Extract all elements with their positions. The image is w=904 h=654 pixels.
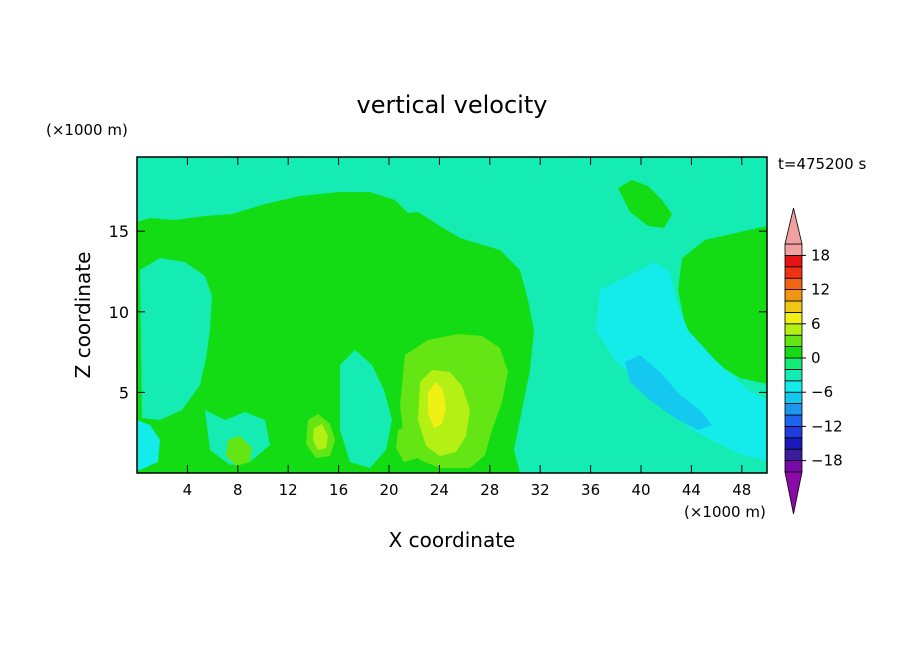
field-negative-mid bbox=[340, 350, 392, 468]
y-unit-label: (×1000 m) bbox=[46, 121, 128, 139]
colorbar-swatch bbox=[784, 448, 803, 462]
colorbar-swatch bbox=[784, 391, 803, 405]
colorbar-swatch bbox=[784, 460, 803, 473]
colorbar-label: 6 bbox=[811, 315, 821, 333]
x-tick-label: 4 bbox=[183, 481, 193, 499]
colorbar-swatch bbox=[784, 334, 803, 348]
x-tick-label: 44 bbox=[682, 481, 701, 499]
field-negative-left bbox=[140, 258, 212, 420]
field-upper-right-patch bbox=[618, 180, 672, 228]
x-tick-label: 36 bbox=[581, 481, 600, 499]
colorbar-under-arrow bbox=[784, 471, 803, 515]
colorbar-swatch bbox=[784, 380, 803, 393]
field-updraft-core bbox=[428, 382, 446, 428]
x-unit-label: (×1000 m) bbox=[684, 503, 766, 521]
colorbar-swatch bbox=[784, 300, 803, 313]
chart-title: vertical velocity bbox=[357, 91, 548, 119]
colorbar-swatch bbox=[784, 289, 803, 302]
field-small-cell-14-core bbox=[313, 424, 328, 450]
colorbar-label: 18 bbox=[811, 246, 830, 264]
colorbar-swatch bbox=[784, 266, 803, 279]
colorbar-swatch bbox=[784, 243, 803, 256]
colorbar-swatch bbox=[784, 403, 803, 416]
x-tick-label: 16 bbox=[329, 481, 348, 499]
x-tick-label: 40 bbox=[631, 481, 650, 499]
x-tick-label: 8 bbox=[233, 481, 243, 499]
colorbar-swatch bbox=[784, 425, 803, 439]
x-tick-label: 12 bbox=[279, 481, 298, 499]
field-small-cell-8 bbox=[226, 436, 252, 466]
colorbar-swatch bbox=[784, 437, 803, 450]
colorbar-over-arrow bbox=[784, 207, 803, 245]
y-tick-label: 10 bbox=[109, 303, 129, 322]
colorbar-label: 12 bbox=[811, 281, 830, 299]
colorbar: 18 12 6 0 −6 −12 −18 bbox=[784, 207, 843, 515]
field-downdraft-core bbox=[625, 355, 712, 430]
colorbar-swatch bbox=[784, 254, 803, 268]
x-tick-label: 24 bbox=[430, 481, 449, 499]
colorbar-swatch bbox=[784, 414, 803, 427]
x-ticks: 4 8 12 16 20 24 28 32 36 40 44 48 bbox=[183, 157, 751, 499]
colorbar-swatch bbox=[784, 368, 803, 382]
field-small-cell-22 bbox=[396, 426, 420, 462]
x-axis-label: X coordinate bbox=[389, 528, 516, 552]
velocity-field bbox=[137, 157, 767, 473]
colorbar-swatch bbox=[784, 357, 803, 370]
colorbar-swatch bbox=[784, 311, 803, 325]
field-left-bottom-negative bbox=[137, 420, 160, 470]
plot-frame bbox=[136, 156, 768, 474]
colorbar-swatch bbox=[784, 277, 803, 291]
x-tick-label: 20 bbox=[379, 481, 398, 499]
x-tick-label: 28 bbox=[480, 481, 499, 499]
y-ticks: 5 10 15 bbox=[109, 222, 767, 402]
y-tick-label: 15 bbox=[109, 222, 129, 241]
colorbar-swatch bbox=[784, 346, 803, 359]
x-tick-label: 32 bbox=[531, 481, 550, 499]
colorbar-label: −12 bbox=[811, 417, 843, 435]
colorbar-label: −6 bbox=[811, 383, 833, 401]
time-label: t=475200 s bbox=[778, 155, 866, 173]
y-tick-label: 5 bbox=[119, 383, 129, 402]
y-axis-label: Z coordinate bbox=[71, 252, 95, 379]
colorbar-swatch bbox=[784, 323, 803, 336]
field-downdraft-band bbox=[596, 262, 767, 460]
x-tick-label: 48 bbox=[732, 481, 751, 499]
colorbar-label: −18 bbox=[811, 452, 843, 470]
colorbar-label: 0 bbox=[811, 349, 821, 367]
